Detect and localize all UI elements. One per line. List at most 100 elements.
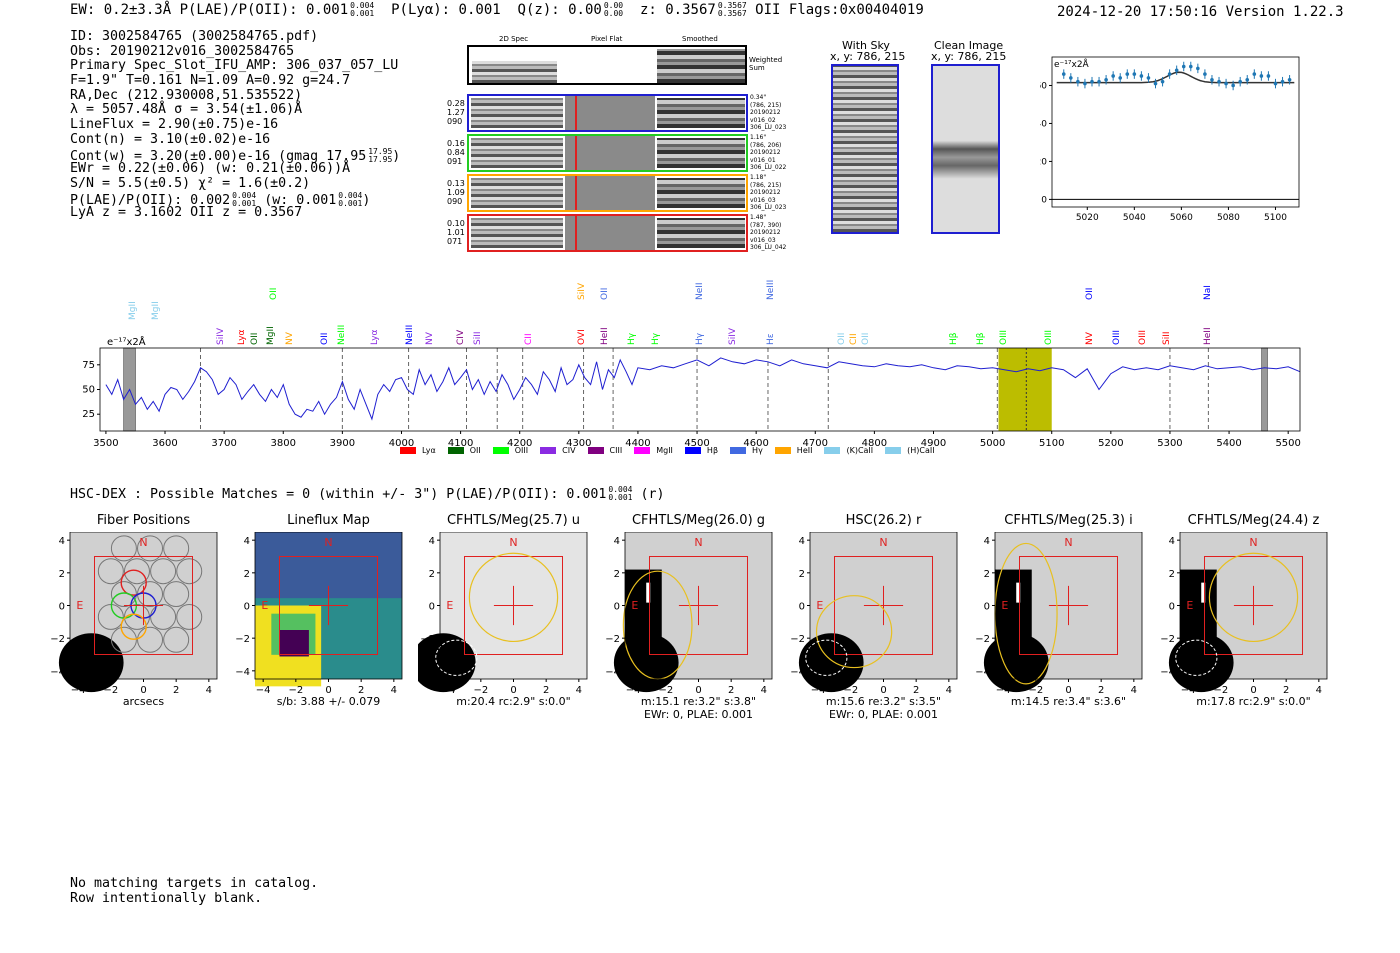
zoom-data-point [1083, 81, 1087, 86]
north-label: N [1249, 536, 1257, 549]
aperture-box [1019, 556, 1118, 655]
row-info-value: 1.18" [750, 174, 767, 181]
fiber-circle [97, 558, 124, 585]
line-label: MgII [151, 301, 162, 320]
cutout-xtick-label: 2 [1098, 685, 1104, 696]
legend-swatch [400, 447, 416, 454]
cutout-ytick-label: 4 [984, 536, 990, 547]
spec2d-smoothed [657, 178, 745, 208]
zoom-data-point [1245, 77, 1250, 82]
legend-item: Hγ [730, 446, 763, 455]
header-plae-bounds: 0.004 0.001 [350, 1, 375, 18]
cutout-caption: m:20.4 rc:2.9" s:0.0" [456, 695, 571, 708]
spectrum-xtick-label: 4500 [684, 438, 709, 449]
cutout-xtick-label: −4 [1181, 685, 1196, 696]
spec2d-smoothed [657, 138, 745, 168]
cutout-ytick-label: 0 [429, 602, 435, 613]
cutout-xtick-label: −4 [626, 685, 641, 696]
row-info-value: v016_03 [750, 196, 776, 204]
bright-source [418, 633, 476, 693]
stat-value: 0.13 [447, 179, 465, 188]
aperture-box [649, 556, 748, 655]
cutout-xtick-label: 2 [728, 685, 734, 696]
spectrum-ytick-label: 75 [82, 360, 95, 371]
info-plae: P(LAE)/P(OII): 0.002 0.004 0.001 (w: 0.001… [70, 190, 371, 208]
cutout-xtick-label: 0 [1250, 685, 1256, 696]
footer-line2: Row intentionally blank. [70, 891, 263, 906]
cutout-ytick-label: −2 [50, 634, 65, 645]
header-ew-plae: EW: 0.2±3.3Å P(LAE)/P(OII): 0.001 [70, 2, 349, 18]
cutout-ytick-label: 4 [244, 536, 250, 547]
zoom-data-point [1188, 64, 1193, 69]
zoom-data-point [1259, 74, 1264, 78]
spec2d-row [467, 134, 748, 172]
cutout-title: HSC(26.2) r [845, 513, 922, 528]
cutout-ytick-label: −4 [790, 667, 805, 678]
legend-item: OIII [492, 446, 528, 455]
spectrum-xtick-label: 4100 [448, 438, 473, 449]
cutout-xtick-label: 0 [1065, 685, 1071, 696]
cutout-ytick-label: 2 [59, 569, 65, 580]
fiber-circle [137, 626, 164, 653]
aperture-box [464, 556, 563, 655]
spectrum-xtick-label: 3700 [211, 438, 236, 449]
fiber-circle [110, 535, 137, 562]
cutout-ytick-label: −4 [420, 667, 435, 678]
spectrum-line [105, 357, 1301, 421]
zoom-data-point [1196, 66, 1200, 71]
info-primary: Primary Spec_Slot_IFU_AMP: 306_037_057_L… [70, 58, 399, 74]
row-info-value: 306_LU_023 [750, 204, 787, 211]
legend-swatch [447, 447, 464, 454]
header-qz: Q(z): 0.00 [517, 2, 602, 18]
spec2d-marker [575, 136, 577, 170]
zoom-data-point [1252, 72, 1257, 76]
legend-label: OII [469, 446, 481, 455]
stat-value: 090 [447, 197, 463, 206]
aperture-box [94, 556, 193, 655]
fiber-circle [150, 603, 177, 630]
row-info-value: 306_LU_042 [750, 244, 787, 251]
stat-value: 1.27 [447, 108, 465, 117]
cutout-xtick-label: −2 [473, 685, 488, 696]
legend-label: CIII [609, 446, 623, 455]
fiber-circle [110, 581, 137, 608]
zoom-data-point [1231, 83, 1235, 88]
cutout-ytick-label: −2 [1160, 634, 1175, 645]
spec2d-marker [575, 176, 577, 210]
lineflux-peak [279, 630, 309, 657]
catalog-footer: No matching targets in catalog. Row inte… [70, 876, 318, 906]
spec2d-pixelflat [565, 96, 655, 130]
zoom-unit-label: e⁻¹⁷x2Å [1054, 58, 1090, 70]
east-label: E [261, 599, 268, 612]
legend-label: Lyα [422, 446, 436, 455]
spectrum-xtick-label: 4700 [803, 438, 828, 449]
line-legend: Lyα OII OIII CIV CIII MgII Hβ Hγ HeII (K)CaII (H)C… [400, 446, 947, 455]
cutout-ytick-label: 2 [244, 569, 250, 580]
header-flags: OII Flags:0x00404019 [755, 2, 924, 18]
zoom-ytick-label: 0 [1041, 195, 1047, 205]
header-z: z: 0.3567 [639, 2, 716, 18]
row-info-value: (787, 390) [750, 221, 782, 229]
spectrum-xtick-label: 4400 [625, 438, 650, 449]
cutout-title: Fiber Positions [96, 513, 191, 528]
cutout-ytick-label: 4 [429, 536, 435, 547]
stat-value: 1.09 [447, 188, 465, 197]
spectrum-unit-label: e⁻¹⁷x2Å [107, 335, 146, 348]
cutout-xtick-label: 4 [1316, 685, 1322, 696]
legend-label: CIV [562, 446, 576, 455]
zoom-frame [1051, 56, 1300, 208]
fiber-circle-orange [120, 613, 147, 640]
header-z-bounds: 0.3567 0.3567 [717, 1, 747, 18]
zoom-ytick-label: 40 [1040, 119, 1047, 129]
cutout-ytick-label: −4 [1160, 667, 1175, 678]
zoom-data-point [1273, 81, 1278, 86]
bright-source [798, 633, 864, 693]
legend-swatch [730, 447, 747, 454]
row-info-value: (786, 215) [750, 181, 782, 189]
cutout-image: N E 4 2 0 −2 −4 −4 −2 0 2 4 [975, 532, 1143, 696]
cutout-xtick-label: 4 [576, 685, 582, 696]
cutout-xtick-label: −2 [1028, 685, 1043, 696]
saturation-artifact [646, 582, 651, 603]
spectrum-xtick-label: 5200 [1098, 438, 1123, 449]
spec2d-row [467, 174, 748, 212]
